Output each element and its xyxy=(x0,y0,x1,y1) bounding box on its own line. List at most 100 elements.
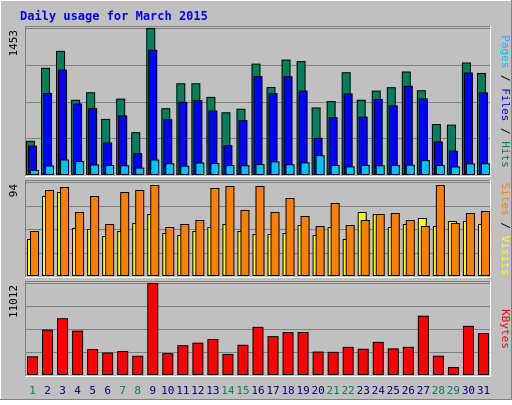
pages-bar xyxy=(195,162,205,175)
sites-bar xyxy=(180,224,190,276)
day-label: 6 xyxy=(104,384,111,397)
day-label: 19 xyxy=(296,384,309,397)
day-label: 1 xyxy=(29,384,36,397)
kbytes-y-tick: 11012 xyxy=(7,285,20,318)
hits-y-tick: 1453 xyxy=(7,30,20,57)
pages-bar xyxy=(435,165,445,176)
sites-bar xyxy=(90,196,100,276)
day-label: 21 xyxy=(327,384,340,397)
files-bar xyxy=(253,76,263,175)
kbytes-bar xyxy=(477,333,489,376)
sites-bar xyxy=(375,214,385,276)
kbytes-bar xyxy=(297,331,309,375)
kbytes-bar xyxy=(417,315,429,376)
pages-bar xyxy=(315,155,325,176)
files-bar xyxy=(148,49,158,175)
files-bar xyxy=(58,69,68,175)
sites-bar xyxy=(270,212,280,276)
sites-bar xyxy=(435,185,445,276)
sites-bar xyxy=(165,227,175,276)
pages-bar xyxy=(150,159,160,176)
chart-title: Daily usage for March 2015 xyxy=(20,9,208,23)
sites-bar xyxy=(285,198,295,276)
pages-bar xyxy=(105,164,115,176)
files-bar xyxy=(388,105,398,175)
kbytes-bar xyxy=(192,342,204,376)
kbytes-bar xyxy=(312,351,324,375)
sites-bar xyxy=(360,220,370,276)
kbytes-bar xyxy=(357,348,369,376)
day-label: 5 xyxy=(89,384,96,397)
day-label: 15 xyxy=(236,384,249,397)
day-label: 22 xyxy=(342,384,355,397)
day-label: 28 xyxy=(432,384,445,397)
kbytes-bar xyxy=(132,355,144,375)
pages-bar xyxy=(120,165,130,175)
pages-bar xyxy=(240,165,250,175)
kbytes-bar xyxy=(282,332,294,376)
pages-bar xyxy=(375,165,385,175)
pages-bar xyxy=(255,164,265,175)
kbytes-bar xyxy=(402,346,414,375)
kbytes-bar xyxy=(327,351,339,375)
kbytes-bar xyxy=(42,329,54,376)
kbytes-bar xyxy=(87,349,99,375)
pages-bar xyxy=(450,166,460,176)
kbytes-bar xyxy=(57,318,69,375)
pages-bar xyxy=(90,164,100,175)
day-label: 31 xyxy=(477,384,490,397)
kbytes-bar xyxy=(27,356,38,376)
kbytes-bar xyxy=(342,346,354,375)
pages-bar xyxy=(480,163,490,176)
sites-bar xyxy=(240,210,250,276)
sites-bar xyxy=(105,224,115,276)
sites-bar xyxy=(420,226,430,276)
sites-bar xyxy=(300,216,310,276)
files-bar xyxy=(283,76,293,175)
files-bar xyxy=(43,92,53,175)
pages-bar xyxy=(345,166,355,175)
pages-bar xyxy=(180,165,190,176)
kbytes-bar xyxy=(267,336,279,376)
pages-bar xyxy=(330,164,340,176)
day-label: 13 xyxy=(206,384,219,397)
sites-bar xyxy=(60,187,70,276)
sites-bar xyxy=(45,190,55,276)
files-bar xyxy=(403,85,413,175)
pages-bar xyxy=(405,164,415,176)
day-label: 18 xyxy=(281,384,294,397)
kbytes-bar xyxy=(237,344,249,375)
sites-bar xyxy=(210,188,220,276)
pages-bar xyxy=(45,165,55,175)
sites-bar xyxy=(465,213,475,276)
pages-bar xyxy=(300,162,310,175)
sites-bar xyxy=(75,212,85,276)
day-label: 2 xyxy=(44,384,51,397)
pages-bar xyxy=(390,164,400,175)
pages-bar xyxy=(285,164,295,176)
hits-axis-label: Pages / Files / Hits xyxy=(499,35,512,168)
pages-bar xyxy=(420,160,430,175)
hits-axis-label-hits: Hits xyxy=(499,141,512,168)
day-label: 27 xyxy=(417,384,430,397)
day-label: 25 xyxy=(387,384,400,397)
pages-bar xyxy=(225,165,235,176)
kbytes-bar xyxy=(447,367,459,376)
day-label: 16 xyxy=(251,384,264,397)
pages-bar xyxy=(30,169,39,176)
pages-bar xyxy=(465,163,475,175)
kbytes-bar xyxy=(462,325,474,375)
kbytes-bar xyxy=(102,352,114,375)
sites-bar xyxy=(150,185,160,276)
sites-bar xyxy=(330,203,340,276)
kbytes-bar xyxy=(147,283,159,375)
day-label: 24 xyxy=(372,384,386,397)
visits-axis-label-sites: Sites xyxy=(499,183,512,216)
visits-y-tick: 94 xyxy=(7,184,20,198)
visits-axis-label-visits: Visits xyxy=(499,236,512,276)
day-label: 11 xyxy=(176,384,189,397)
kbytes-bar xyxy=(252,326,264,375)
pages-bar xyxy=(360,164,370,176)
sites-bar xyxy=(135,190,145,276)
pages-bar xyxy=(135,167,145,176)
